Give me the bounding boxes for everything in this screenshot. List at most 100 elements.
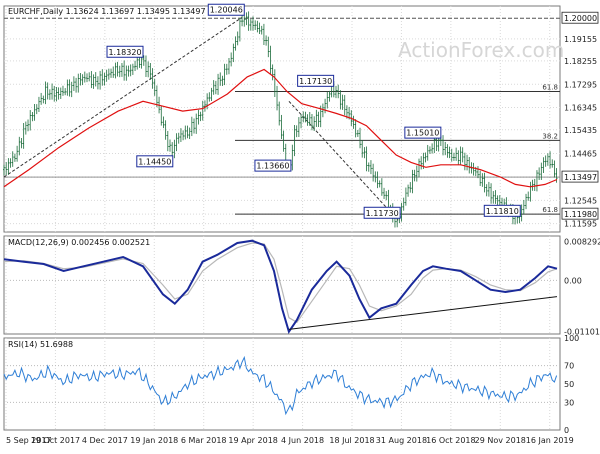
rsi-line [3, 355, 558, 416]
ohlc-bar [463, 152, 466, 171]
price-panel: 61.8 38.2 61.8 1.20046 1.18320 1.14450 1.13660… [3, 3, 560, 228]
ohlc-bar [339, 90, 342, 110]
ohlc-bar [326, 91, 329, 109]
ohlc-bar [409, 182, 412, 193]
ohlc-bar [35, 104, 38, 115]
price-annotation: 1.11810 [483, 204, 521, 217]
ohlc-bar [494, 190, 497, 204]
ohlc-bar [446, 144, 449, 158]
x-tick-label: 19 Apr 2018 [228, 436, 277, 445]
ohlc-bar [173, 139, 176, 159]
ohlc-bar [354, 119, 357, 138]
price-annotation: 1.11730 [363, 206, 401, 219]
ohlc-bar [219, 72, 222, 86]
axis-highlight-box [561, 11, 599, 24]
ohlc-bar [247, 11, 250, 31]
annotation-box [136, 155, 174, 168]
ohlc-bar [195, 113, 198, 134]
price-annotation: 1.15010 [404, 126, 442, 139]
annotation-label: 1.13660 [256, 162, 289, 171]
ohlc-bar [417, 158, 420, 178]
ohlc-bar [29, 110, 32, 131]
ohlc-bar [369, 160, 372, 175]
ohlc-bar [118, 65, 121, 78]
ohlc-bar [527, 191, 530, 201]
ohlc-bar [83, 71, 86, 83]
macd-y-tick: 0.008292 [564, 238, 600, 247]
ohlc-bar [223, 63, 226, 86]
ohlc-bar [24, 121, 27, 135]
axis-highlight-box [561, 207, 599, 220]
axis-highlight-label: 1.20000 [564, 14, 597, 23]
ohlc-bar [3, 164, 5, 176]
ohlc-bar [164, 120, 167, 140]
ohlc-bar [241, 15, 244, 27]
ohlc-bar [46, 82, 49, 100]
ohlc-bar [321, 103, 324, 118]
ohlc-bar [256, 20, 259, 33]
ohlc-bar [179, 128, 182, 142]
ohlc-bar [479, 170, 482, 187]
ohlc-bar [103, 72, 106, 86]
macd-y-tick: -0.011015 [564, 328, 600, 337]
price-annotation: 1.18320 [106, 45, 144, 58]
ohlc-bar [374, 171, 377, 183]
ohlc-bar [295, 125, 298, 138]
ohlc-bar [315, 109, 318, 127]
ohlc-bar [112, 66, 115, 78]
price-y-tick: 1.12545 [564, 196, 597, 205]
ohlc-bar [72, 76, 75, 91]
ohlc-bar [520, 204, 523, 222]
ohlc-bar [302, 111, 305, 123]
ohlc-bar [271, 64, 274, 81]
price-trendline [3, 16, 243, 178]
ohlc-bar [496, 195, 499, 206]
ohlc-bar [94, 72, 97, 87]
ohlc-bar [431, 143, 434, 154]
ohlc-bar [476, 166, 479, 179]
ohlc-bar [544, 155, 547, 167]
ohlc-bar [269, 45, 272, 75]
ohlc-bar [212, 80, 215, 95]
ohlc-bar [166, 130, 169, 152]
ohlc-bar [361, 140, 364, 158]
panel-frames [3, 5, 561, 431]
ohlc-bar [221, 75, 224, 87]
ohlc-bar [227, 58, 230, 75]
ohlc-bar [540, 162, 543, 180]
ohlc-bar [492, 191, 495, 204]
ohlc-bar [300, 114, 303, 129]
ohlc-bar [232, 43, 235, 63]
rsi-y-tick: 30 [564, 398, 574, 407]
ohlc-bar [48, 89, 51, 100]
ohlc-bar [337, 84, 340, 99]
rsi-title: RSI(14) 51.6988 [8, 340, 73, 349]
ohlc-bar [297, 117, 300, 138]
ohlc-bar [184, 125, 187, 140]
price-y-tick: 1.19155 [564, 35, 597, 44]
ohlc-bar [127, 65, 130, 77]
ohlc-bar [234, 36, 237, 51]
price-y-tick: 1.11595 [564, 220, 597, 229]
ohlc-bar [20, 138, 23, 149]
ohlc-bar [276, 85, 279, 111]
ohlc-bar [64, 88, 67, 96]
ohlc-bar [546, 153, 549, 166]
ohlc-bar [27, 119, 30, 132]
x-tick-label: 16 Jan 2019 [526, 436, 574, 445]
ohlc-bar [378, 180, 381, 188]
ohlc-bar [407, 184, 410, 197]
ohlc-bar [481, 173, 484, 187]
ohlc-bar [51, 83, 54, 100]
macd-trendline [288, 296, 558, 330]
ohlc-bar [13, 153, 16, 162]
ohlc-bar [134, 60, 137, 71]
annotation-box [207, 3, 245, 16]
ohlc-bar [457, 150, 460, 165]
ohlc-bar [66, 79, 69, 96]
x-tick-label: 19 Oct 2017 [31, 436, 80, 445]
ohlc-bar [57, 87, 60, 100]
x-tick-label: 31 Aug 2018 [376, 436, 427, 445]
